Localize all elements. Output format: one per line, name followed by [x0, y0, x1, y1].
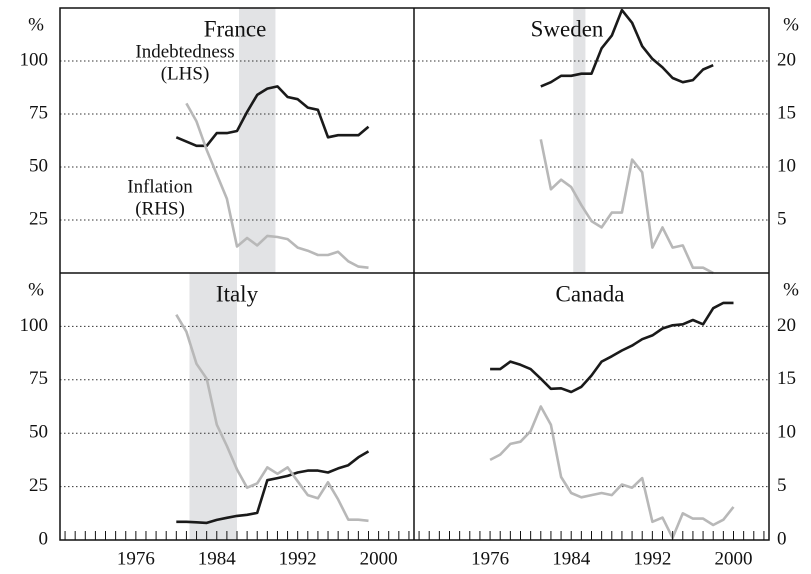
y-tick-label: 10 — [777, 155, 796, 176]
x-tick-label: 1984 — [198, 548, 237, 569]
y-tick-label: 25 — [29, 475, 48, 496]
y-axis-label: % — [28, 14, 44, 35]
x-tick-label: 2000 — [715, 548, 753, 569]
annotation: Indebtedness — [135, 41, 234, 62]
series-line — [175, 85, 370, 148]
y2-axis-label: % — [783, 14, 799, 35]
x-tick-label: 1984 — [552, 548, 591, 569]
y-tick-label: 5 — [777, 208, 787, 229]
recession-shade — [573, 8, 586, 273]
annotation: Inflation — [127, 176, 193, 197]
x-tick-label: 1976 — [471, 548, 509, 569]
y-tick-label: 0 — [39, 528, 49, 549]
panel-title: Canada — [556, 281, 625, 306]
series-line — [175, 314, 369, 523]
y-tick-label: 20 — [777, 315, 796, 336]
recession-shade — [239, 8, 276, 273]
x-tick-label: 1976 — [117, 548, 155, 569]
annotation: (LHS) — [161, 63, 210, 84]
y-tick-label: 50 — [29, 422, 48, 443]
x-tick-label: 1992 — [633, 548, 671, 569]
series-line — [540, 8, 714, 88]
y-tick-label: 15 — [777, 368, 796, 389]
series-line — [185, 102, 369, 269]
y-tick-label: 15 — [777, 102, 796, 123]
y-tick-label: 5 — [777, 475, 787, 496]
y-tick-label: 50 — [29, 155, 48, 176]
y-tick-label: 75 — [29, 102, 48, 123]
x-tick-label: 2000 — [360, 548, 398, 569]
series-line — [490, 301, 734, 394]
y-tick-label: 100 — [20, 49, 49, 70]
y-tick-label: 10 — [777, 422, 796, 443]
y-tick-label: 25 — [29, 208, 48, 229]
annotation: (RHS) — [135, 198, 185, 219]
y-tick-label: 75 — [29, 368, 48, 389]
shades — [189, 8, 586, 540]
panel-title: France — [204, 16, 267, 41]
panel-title: Sweden — [531, 16, 604, 41]
y-tick-label: 20 — [777, 49, 796, 70]
y2-axis-label: % — [783, 279, 799, 300]
y-axis-label: % — [28, 279, 44, 300]
series-line — [489, 405, 735, 540]
panel-title: Italy — [216, 281, 259, 306]
x-tick-label: 1992 — [279, 548, 317, 569]
series-line — [176, 450, 370, 525]
series-line — [539, 139, 714, 275]
y-tick-label: 0 — [777, 528, 787, 549]
y-tick-label: 100 — [20, 315, 49, 336]
lines — [175, 8, 735, 540]
